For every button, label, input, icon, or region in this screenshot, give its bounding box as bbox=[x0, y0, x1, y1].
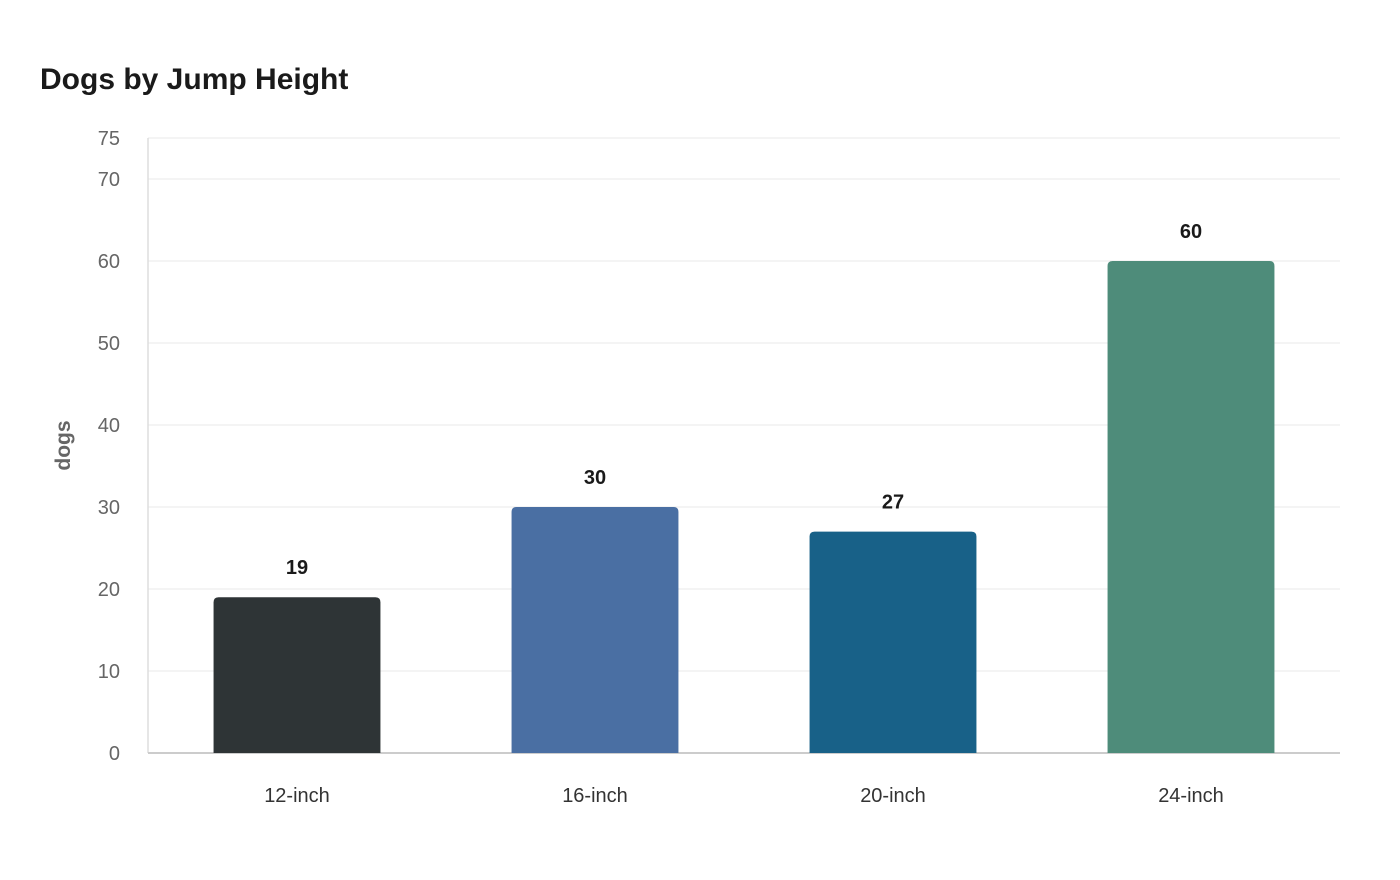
chart-title: Dogs by Jump Height bbox=[40, 63, 349, 96]
value-label: 60 bbox=[1180, 221, 1202, 243]
bar-20-inch bbox=[809, 531, 977, 753]
x-category-label: 24-inch bbox=[1158, 785, 1224, 807]
bar-24-inch bbox=[1107, 261, 1275, 753]
bar-16-inch bbox=[511, 507, 679, 753]
y-tick-label: 60 bbox=[98, 251, 120, 273]
y-tick-label: 70 bbox=[98, 169, 120, 191]
y-tick-label: 30 bbox=[98, 497, 120, 519]
x-category-label: 12-inch bbox=[264, 785, 330, 807]
y-tick-label: 0 bbox=[109, 743, 120, 765]
bar-12-inch bbox=[213, 597, 381, 753]
value-labels: 19 30 27 60 bbox=[286, 221, 1202, 579]
y-tick-labels: 0 10 20 30 40 50 60 70 75 bbox=[98, 128, 120, 765]
bars bbox=[213, 261, 1275, 753]
y-tick-label: 50 bbox=[98, 333, 120, 355]
value-label: 19 bbox=[286, 557, 308, 579]
x-category-label: 20-inch bbox=[860, 785, 926, 807]
x-category-labels: 12-inch 16-inch 20-inch 24-inch bbox=[264, 785, 1224, 807]
y-axis-title: dogs bbox=[52, 420, 75, 470]
value-label: 30 bbox=[584, 467, 606, 489]
y-tick-label: 75 bbox=[98, 128, 120, 150]
y-tick-label: 10 bbox=[98, 661, 120, 683]
y-tick-label: 40 bbox=[98, 415, 120, 437]
x-category-label: 16-inch bbox=[562, 785, 628, 807]
value-label: 27 bbox=[882, 492, 904, 514]
y-tick-label: 20 bbox=[98, 579, 120, 601]
